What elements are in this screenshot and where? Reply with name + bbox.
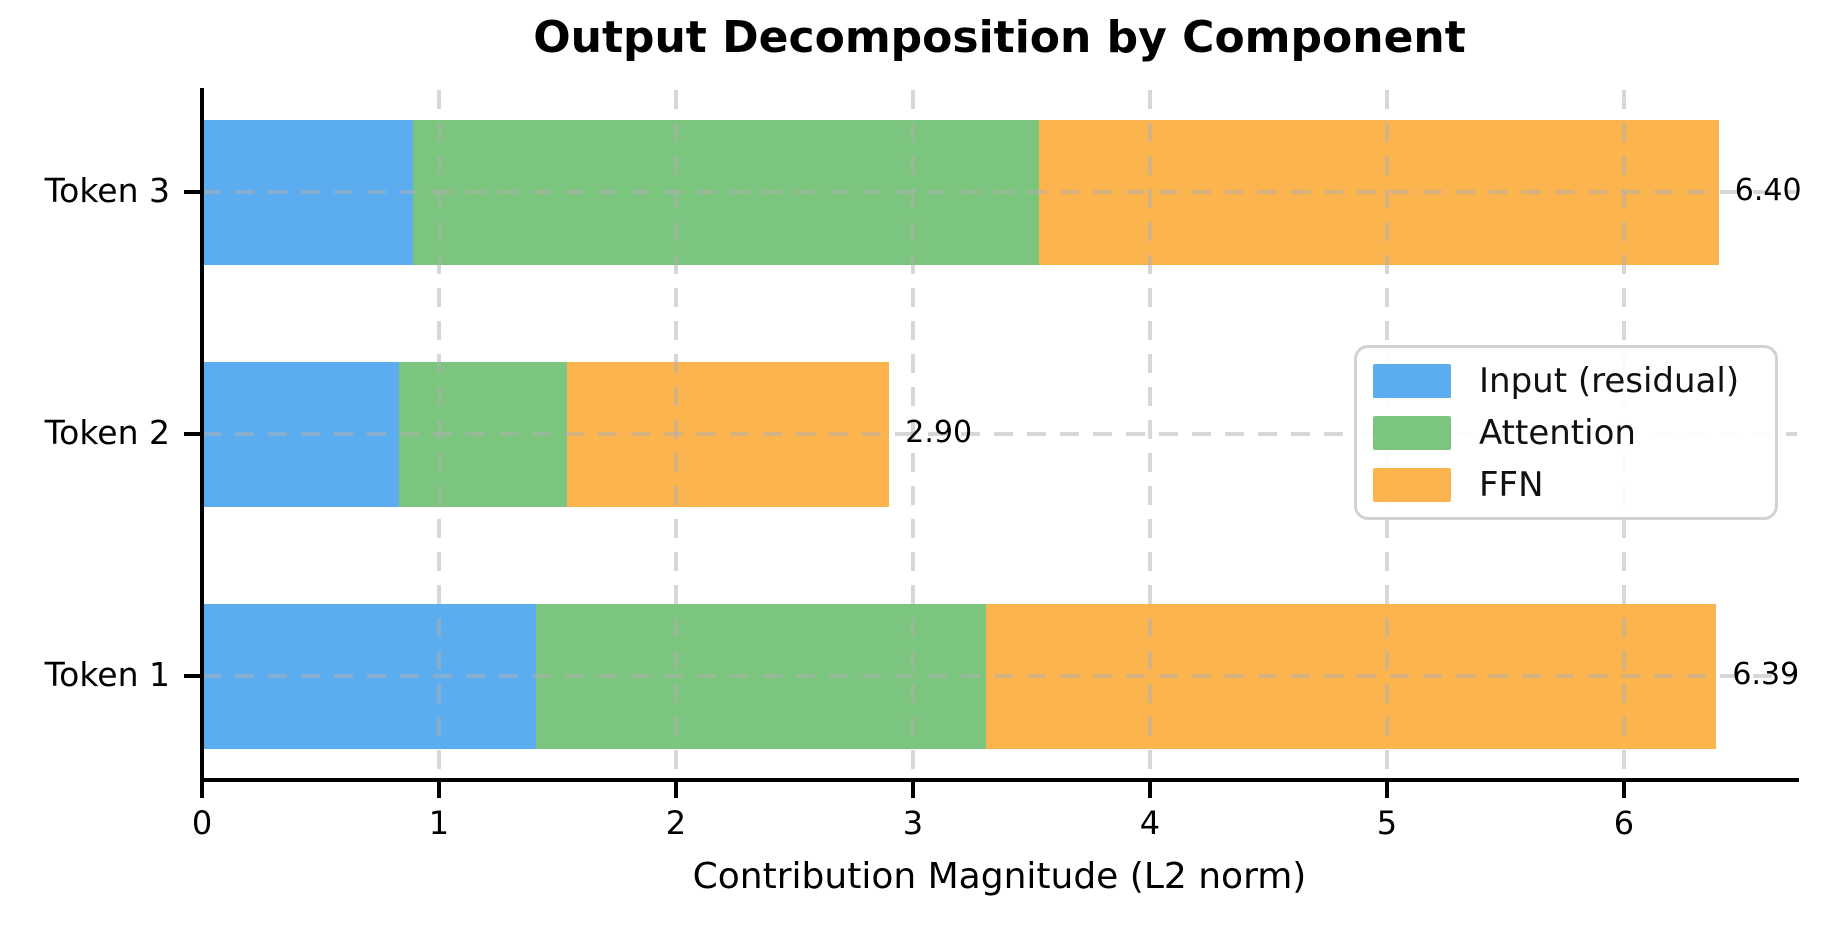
x-tick-label: 1 (428, 804, 450, 842)
gridline-horizontal (202, 190, 1797, 194)
y-tick-label: Token 1 (44, 655, 170, 694)
legend-swatch-icon (1373, 363, 1451, 398)
x-axis-label: Contribution Magnitude (L2 norm) (692, 856, 1307, 897)
x-tick-label: 4 (1139, 804, 1161, 842)
legend-label: Attention (1479, 412, 1636, 453)
legend-entry: Input (residual) (1373, 361, 1775, 401)
y-tick (184, 190, 200, 194)
x-axis-spine (200, 778, 1799, 782)
x-tick-label: 3 (902, 804, 924, 842)
legend-label: Input (residual) (1479, 360, 1740, 401)
x-tick (200, 782, 204, 798)
legend: Input (residual) Attention FFN (1354, 345, 1778, 520)
chart-title: Output Decomposition by Component (533, 12, 1466, 63)
y-tick (184, 432, 200, 436)
gridline-horizontal (202, 432, 1797, 436)
legend-entry: Attention (1373, 413, 1775, 453)
bar-total-label: 6.39 (1732, 657, 1800, 692)
x-tick (673, 782, 678, 798)
gridline-vertical (1147, 90, 1152, 780)
bar-total-label: 2.90 (905, 415, 973, 450)
legend-swatch-icon (1373, 467, 1451, 502)
x-tick (436, 782, 441, 798)
bar-total-label: 6.40 (1734, 173, 1802, 208)
x-tick (1384, 782, 1389, 798)
x-tick (910, 782, 915, 798)
legend-swatch-icon (1373, 415, 1451, 450)
gridline-vertical (673, 90, 678, 780)
gridline-vertical (910, 90, 915, 780)
legend-entry: FFN (1373, 465, 1775, 505)
y-tick-label: Token 3 (44, 171, 170, 210)
legend-label: FFN (1479, 464, 1544, 505)
y-axis-spine (200, 88, 204, 782)
x-tick-label: 6 (1613, 804, 1635, 842)
x-tick-label: 5 (1376, 804, 1398, 842)
gridline-horizontal (202, 674, 1797, 678)
x-tick (1147, 782, 1152, 798)
y-tick (184, 674, 200, 678)
gridline-vertical (436, 90, 441, 780)
x-tick (1621, 782, 1626, 798)
x-tick-label: 0 (191, 804, 213, 842)
y-tick-label: Token 2 (44, 413, 170, 452)
x-tick-label: 2 (665, 804, 687, 842)
